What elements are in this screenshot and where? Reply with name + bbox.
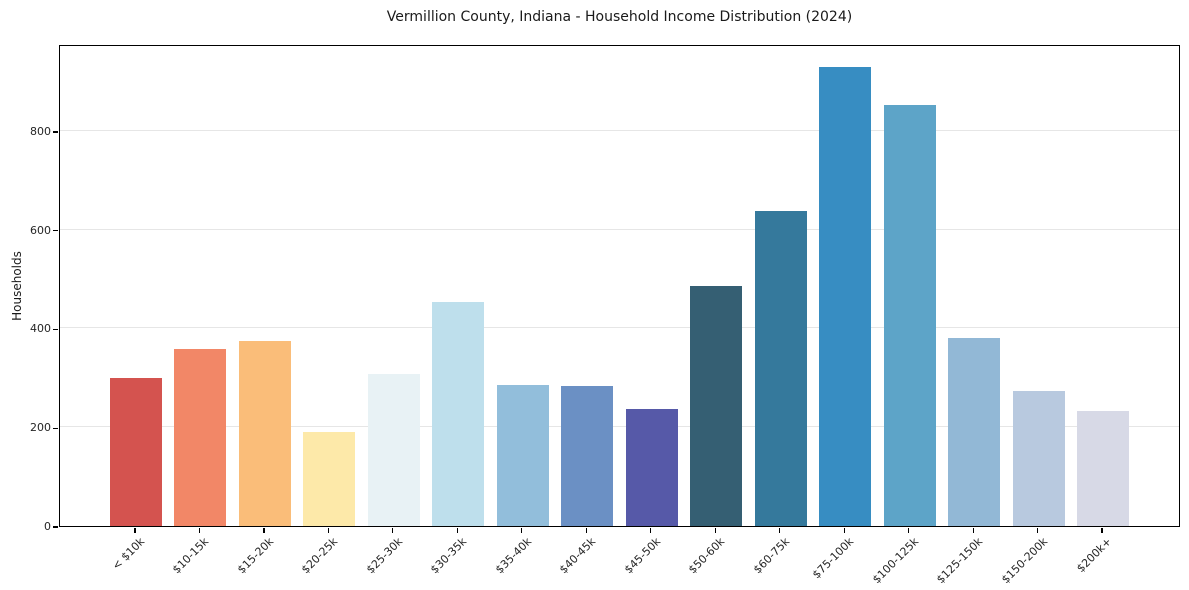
x-tick-label: $20-25k (299, 535, 341, 577)
y-tick-label: 200 (30, 421, 51, 435)
x-tick-mark (972, 528, 974, 533)
y-tick-mark (53, 328, 58, 331)
bar-25-30k (367, 373, 420, 526)
y-tick-label: 0 (44, 520, 51, 533)
bar-30-35k (432, 301, 485, 526)
bar-45-50k (625, 408, 678, 526)
x-tick-label: $125-150k (934, 535, 986, 587)
x-tick-label: $75-100k (810, 535, 857, 582)
x-tick-label: $200k+ (1074, 535, 1115, 576)
gridline (60, 228, 1179, 230)
plot-area (59, 45, 1180, 527)
x-tick-mark (1036, 528, 1039, 533)
bar-15-20k (238, 341, 291, 526)
gridline (60, 129, 1179, 131)
x-tick-label: $45-50k (621, 535, 663, 577)
x-tick-label: $50-60k (686, 535, 728, 577)
bar-10-15k (174, 348, 227, 526)
bar-60-75k (754, 210, 807, 526)
y-tick-mark (53, 131, 58, 133)
x-tick-label: $35-40k (492, 535, 535, 577)
x-tick-label: $30-35k (428, 535, 470, 577)
y-tick-mark (53, 427, 58, 429)
x-tick-mark (714, 528, 716, 533)
x-tick-mark (650, 528, 652, 533)
x-tick-label: $10-15k (170, 535, 212, 577)
x-tick-label: $40-45k (557, 535, 599, 577)
x-tick-label: $15-20k (234, 535, 277, 577)
x-tick-label: $25-30k (363, 535, 406, 577)
x-tick-mark (134, 528, 136, 533)
x-tick-mark (585, 528, 587, 533)
bar-125-150k (948, 337, 1001, 526)
x-tick-mark (263, 528, 265, 533)
x-tick-mark (1101, 528, 1103, 533)
x-tick-mark (327, 528, 329, 533)
bar-10k (110, 377, 162, 526)
gridline (60, 426, 1179, 428)
x-tick-mark (198, 528, 201, 533)
x-tick-mark (779, 528, 781, 533)
x-tick-label: < $10k (109, 535, 148, 573)
gridline (60, 327, 1179, 329)
x-tick-mark (908, 528, 910, 533)
x-tick-mark (843, 528, 845, 533)
bar-35-40k (496, 384, 549, 526)
x-tick-label: $150-200k (998, 535, 1050, 587)
chart-title: Vermillion County, Indiana - Household I… (386, 9, 853, 25)
bar-150-200k (1012, 390, 1065, 526)
bar-200k (1077, 411, 1130, 526)
x-tick-mark (456, 528, 458, 533)
y-tick-label: 800 (30, 124, 51, 138)
y-tick-label: 600 (30, 223, 51, 237)
y-tick-mark (53, 230, 58, 232)
x-tick-mark (392, 528, 394, 533)
bar-100-125k (883, 104, 936, 526)
x-tick-label: $60-75k (750, 535, 792, 577)
y-axis-label: Households (10, 251, 24, 321)
bar-20-25k (303, 432, 356, 526)
bar-75-100k (819, 66, 872, 526)
x-tick-label: $100-125k (869, 535, 921, 587)
bar-40-45k (561, 386, 614, 526)
x-tick-mark (521, 528, 523, 533)
y-tick-mark (53, 526, 58, 528)
y-tick-label: 400 (30, 322, 51, 336)
bar-50-60k (690, 286, 743, 526)
